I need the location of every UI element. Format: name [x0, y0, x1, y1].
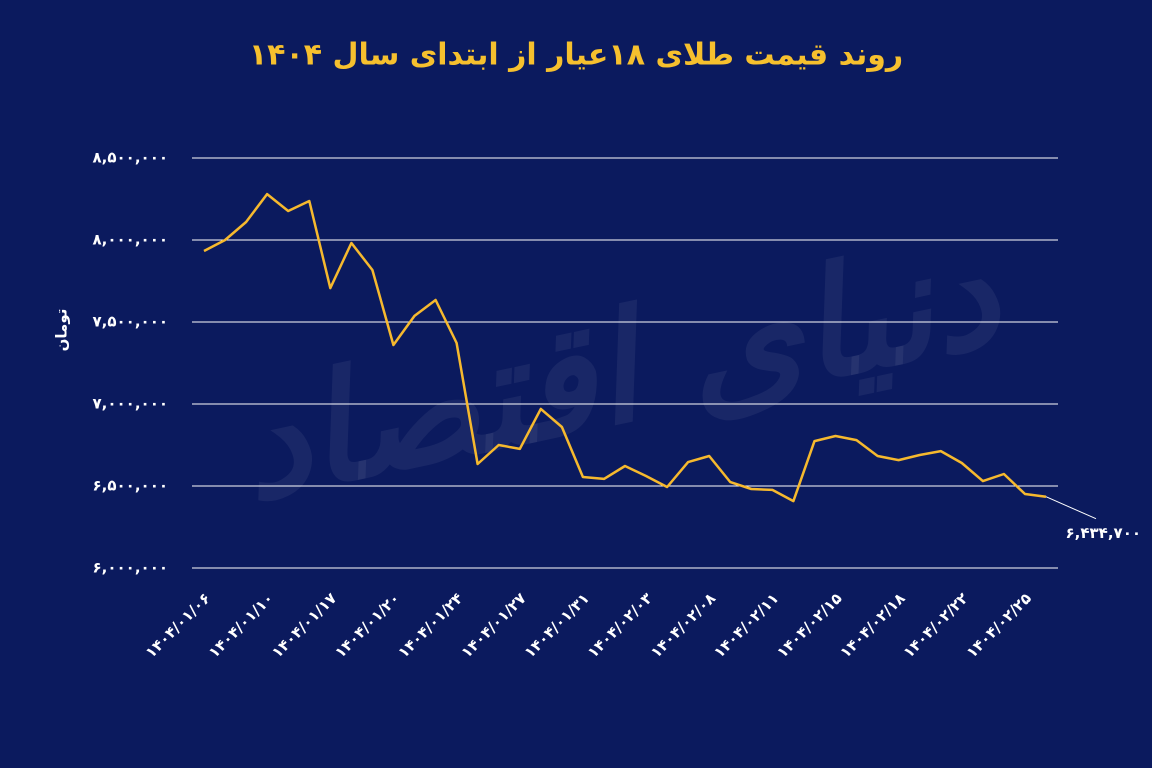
y-tick-label: ۸,۰۰۰,۰۰۰	[93, 231, 168, 249]
x-tick-label: ۱۴۰۴/۰۱/۰۶	[142, 589, 214, 661]
x-tick-label: ۱۴۰۴/۰۲/۱۸	[836, 589, 908, 661]
x-tick-label: ۱۴۰۴/۰۲/۱۱	[710, 589, 782, 661]
leader-line	[1045, 496, 1097, 520]
x-tick-label: ۱۴۰۴/۰۲/۲۲	[900, 589, 972, 661]
chart-title: روند قیمت طلای ۱۸عیار از ابتدای سال ۱۴۰۴	[249, 38, 903, 73]
x-tick-label: ۱۴۰۴/۰۲/۰۸	[647, 589, 719, 661]
y-tick-label: ۸,۵۰۰,۰۰۰	[93, 149, 168, 167]
x-tick-label: ۱۴۰۴/۰۱/۱۷	[268, 589, 340, 661]
x-tick-label: ۱۴۰۴/۰۱/۳۱	[521, 589, 593, 661]
y-axis-label: تومان	[53, 309, 71, 352]
y-tick-label: ۷,۰۰۰,۰۰۰	[93, 395, 168, 413]
value-label: ۶,۴۳۴,۷۰۰	[1066, 524, 1141, 542]
x-tick-label: ۱۴۰۴/۰۱/۲۴	[394, 589, 466, 661]
x-tick-label: ۱۴۰۴/۰۱/۲۰	[331, 589, 403, 661]
y-tick-label: ۷,۵۰۰,۰۰۰	[93, 313, 168, 331]
y-tick-label: ۶,۵۰۰,۰۰۰	[93, 477, 168, 495]
x-tick-label: ۱۴۰۴/۰۲/۱۵	[773, 589, 845, 661]
x-tick-label: ۱۴۰۴/۰۲/۰۳	[584, 589, 656, 661]
y-tick-label: ۶,۰۰۰,۰۰۰	[93, 559, 168, 577]
x-tick-label: ۱۴۰۴/۰۲/۲۵	[963, 589, 1035, 661]
x-tick-label: ۱۴۰۴/۰۱/۱۰	[205, 589, 277, 661]
x-tick-label: ۱۴۰۴/۰۱/۲۷	[457, 589, 529, 661]
price-line	[203, 192, 1047, 503]
